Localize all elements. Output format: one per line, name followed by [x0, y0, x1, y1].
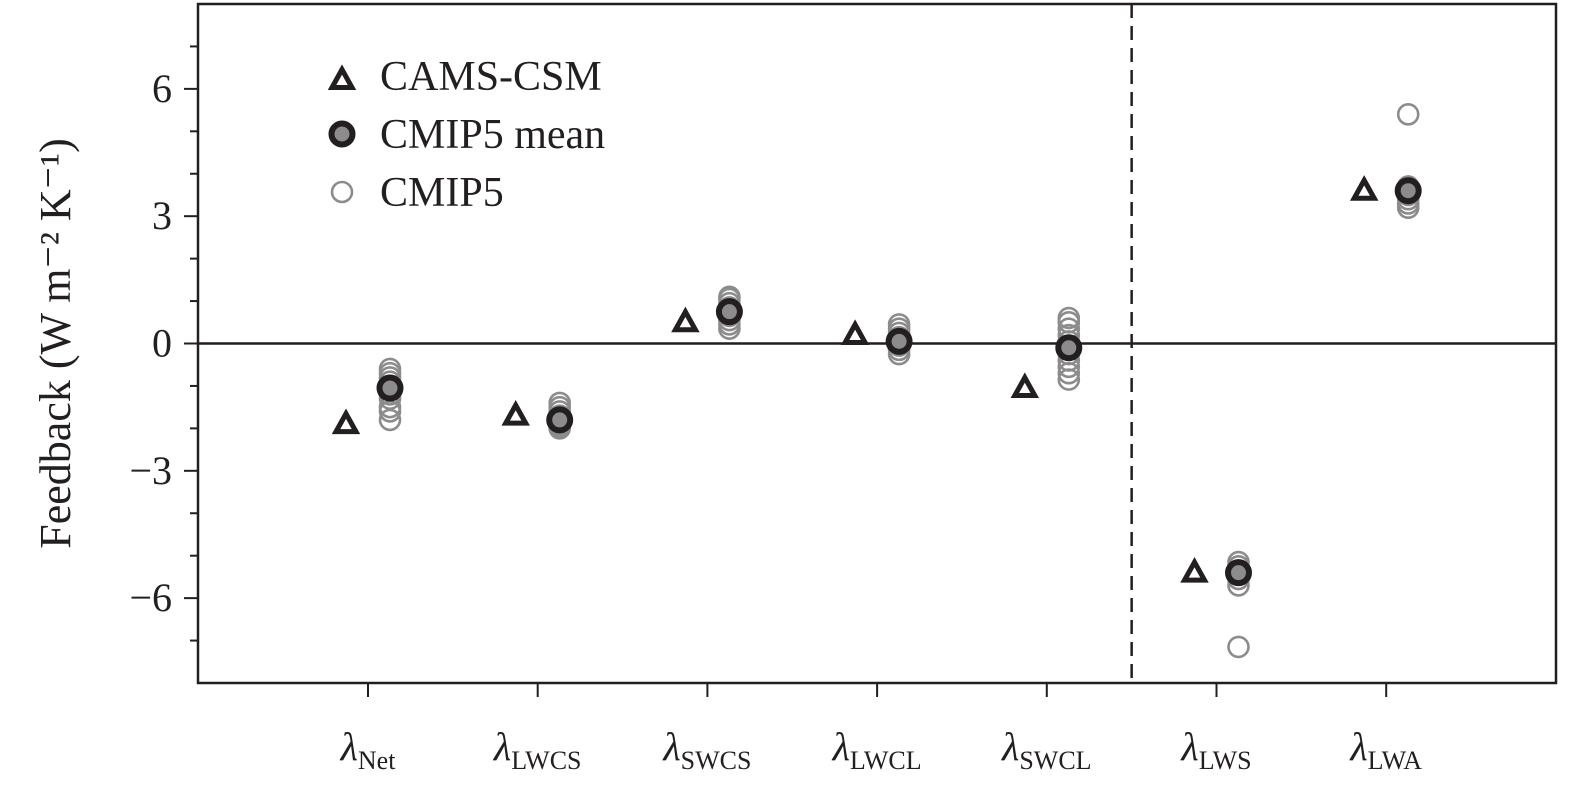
cmip5-mean-point — [376, 374, 404, 402]
cmip5-mean-point — [885, 327, 913, 355]
legend-label: CMIP5 mean — [380, 112, 605, 158]
cams-csm-point — [1180, 557, 1209, 583]
legend: CAMS-CSM CMIP5 mean CMIP5 — [327, 54, 605, 216]
legend-label: CMIP5 — [380, 170, 504, 216]
cams-csm-point — [501, 399, 530, 426]
cams-csm-point — [1010, 372, 1040, 399]
x-category-label: λSWCL — [1001, 724, 1092, 775]
legend-marker-cams-csm — [327, 64, 357, 90]
reference-lines — [198, 4, 1556, 683]
category-subscript: SWCL — [1019, 746, 1091, 775]
category-symbol: λ — [1349, 724, 1367, 769]
category-symbol: λ — [340, 724, 358, 769]
x-category-label: λNet — [340, 724, 397, 775]
cmip5-mean-marker-ring — [1055, 334, 1083, 362]
category-subscript: SWCS — [681, 746, 752, 775]
cmip5-model-point — [1227, 635, 1250, 659]
category-symbol: λ — [832, 724, 850, 769]
cams-csm-point — [840, 319, 870, 346]
cmip5-mean-point — [1394, 177, 1422, 205]
category-subscript: LWS — [1199, 746, 1252, 775]
x-category-label: λLWCS — [493, 724, 582, 775]
cmip5-mean-marker-ring — [328, 120, 356, 148]
cams-csm-point — [671, 306, 700, 333]
y-axis-label: Feedback (W m⁻² K⁻¹) — [31, 138, 80, 548]
cmip5-mean-marker-ring — [1394, 177, 1422, 205]
category-subscript: LWA — [1368, 746, 1423, 775]
category-subscript: Net — [358, 746, 396, 775]
cams-csm-point — [331, 408, 361, 435]
category-symbol: λ — [1001, 724, 1019, 769]
cmip5-mean-marker-ring — [1225, 559, 1252, 587]
y-tick-label: 6 — [152, 66, 172, 111]
cmip5-mean-marker-ring — [715, 298, 743, 326]
cmip5-mean-point — [715, 298, 743, 326]
category-symbol: λ — [493, 724, 511, 769]
x-category-label: λLWA — [1349, 724, 1422, 775]
x-category-label: λLWCL — [832, 724, 922, 775]
legend-marker-cmip5 — [330, 180, 354, 204]
legend-marker-cmip5-mean — [328, 120, 356, 148]
x-category-label: λLWS — [1180, 724, 1251, 775]
cmip5-mean-point — [1055, 334, 1083, 362]
cmip5-mean-point — [546, 406, 574, 434]
category-subscript: LWCS — [511, 746, 581, 775]
y-tick-label: −3 — [129, 448, 172, 493]
cams-csm-point — [1349, 175, 1379, 201]
cmip5-mean-marker-ring — [546, 406, 574, 434]
cmip5-model-point — [1396, 103, 1420, 126]
category-symbol: λ — [662, 724, 680, 769]
cmip5-mean-marker-ring — [376, 374, 404, 402]
data-marks — [331, 103, 1422, 659]
cmip5-model-point — [378, 408, 402, 432]
cmip5-model-point — [1057, 306, 1081, 330]
legend-label: CAMS-CSM — [380, 54, 602, 100]
cmip5-mean-marker-ring — [885, 327, 913, 355]
category-subscript: LWCL — [850, 746, 922, 775]
y-tick-label: 0 — [152, 321, 172, 366]
category-symbol: λ — [1180, 724, 1198, 769]
y-tick-label: −6 — [129, 575, 172, 620]
x-category-label: λSWCS — [662, 724, 751, 775]
cmip5-mean-point — [1225, 559, 1252, 587]
y-tick-label: 3 — [152, 193, 172, 238]
